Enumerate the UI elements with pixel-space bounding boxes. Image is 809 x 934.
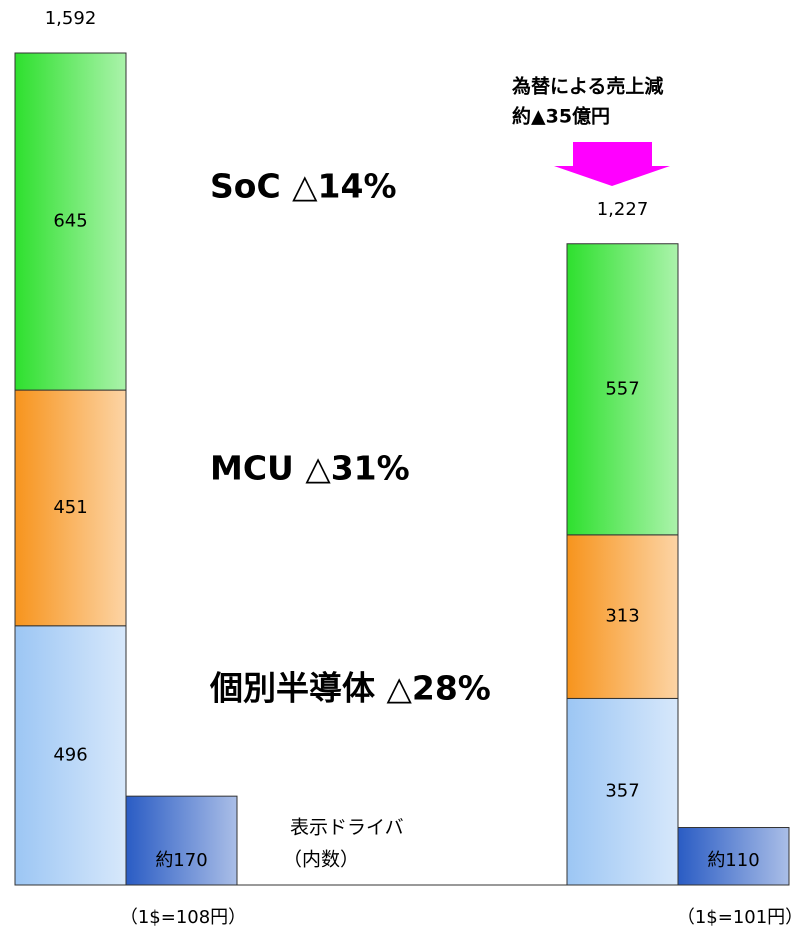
bar-segment [566,243,679,536]
annotation: SoC △14% [210,167,397,206]
x-tick-label: （1$=101円） [677,907,803,928]
value-label: 557 [605,378,639,399]
annotation: 約▲35億円 [512,105,610,128]
bar-segment [14,52,127,391]
driver-label: 約170 [155,850,207,871]
value-label: 451 [53,497,87,518]
bar-segment [566,534,679,699]
annotation: 為替による売上減 [512,75,663,98]
value-label: 496 [53,744,87,765]
bar-segment [14,389,127,627]
annotation: （内数） [283,849,359,871]
bar-segment [14,625,127,886]
total-label: 1,592 [45,8,97,29]
driver-bar [125,795,238,886]
driver-label: 約110 [707,850,759,871]
bar-segment [566,697,679,886]
value-label: 645 [53,211,87,232]
value-label: 313 [605,606,639,627]
arrow [554,142,670,186]
annotation: 個別半導体 △28% [209,669,491,708]
x-tick-label: （1$=108円） [120,907,246,928]
value-label: 357 [605,781,639,802]
total-label: 1,227 [597,199,649,220]
annotation: MCU △31% [210,449,410,488]
annotation: 表示ドライバ [290,817,404,839]
